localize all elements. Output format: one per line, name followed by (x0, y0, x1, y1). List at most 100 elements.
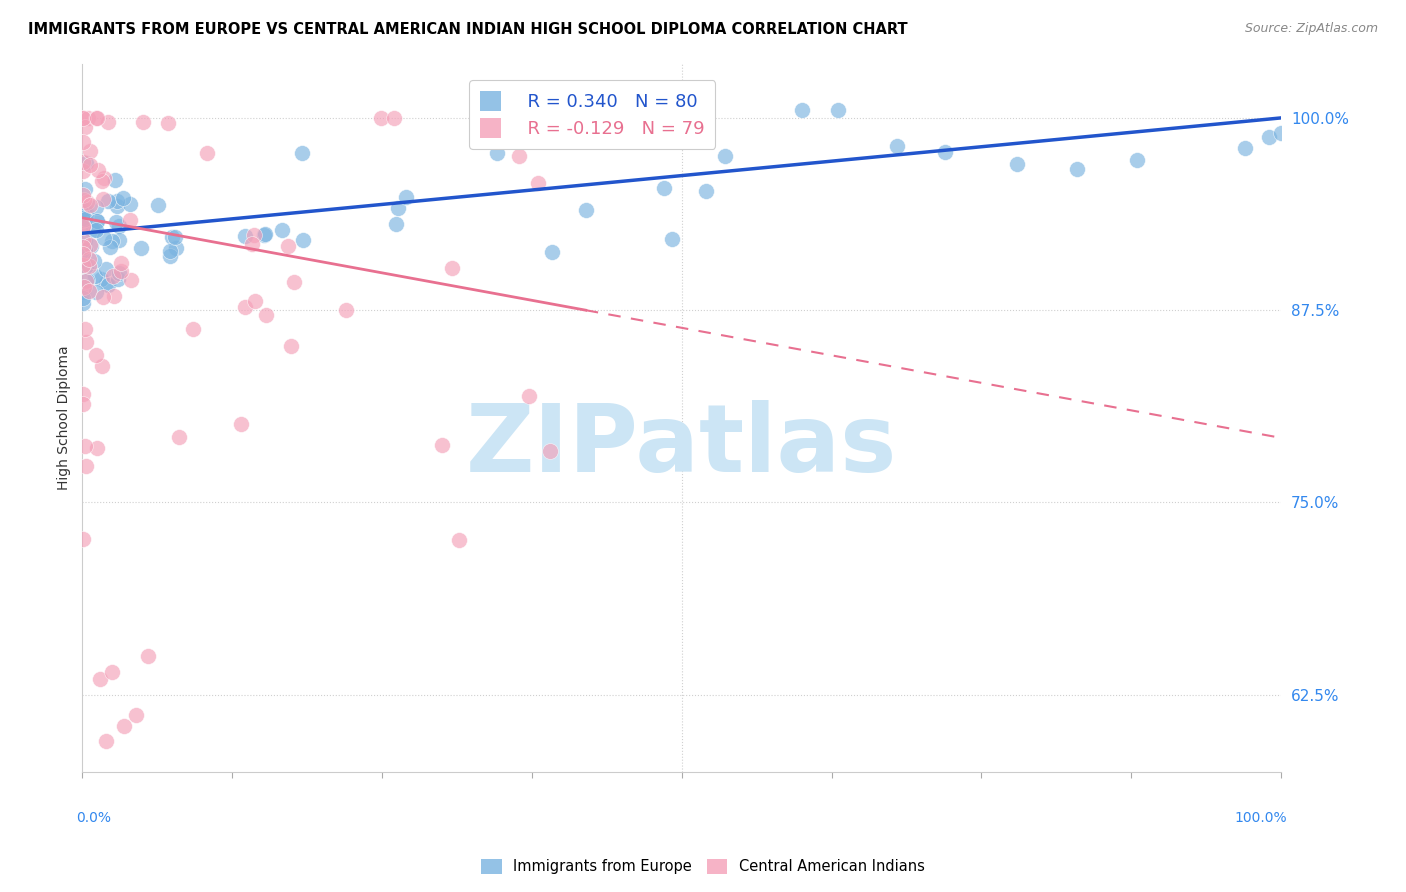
Point (72, 533, 94, 547)
Point (1066, 162, 1088, 177)
Point (167, 430, 190, 444)
Point (83, 254, 105, 268)
Point (110, 264, 132, 278)
Point (72, 213, 94, 227)
Point (76, 194, 98, 209)
Point (75, 156, 97, 170)
Point (72, 233, 94, 247)
Point (370, 111, 392, 125)
Point (527, 177, 550, 191)
Point (112, 718, 135, 732)
Point (486, 145, 509, 160)
Point (75, 206, 97, 220)
Point (96, 277, 118, 291)
Point (292, 233, 315, 247)
Point (242, 228, 264, 243)
Point (283, 275, 305, 289)
Text: IMMIGRANTS FROM EUROPE VS CENTRAL AMERICAN INDIAN HIGH SCHOOL DIPLOMA CORRELATIO: IMMIGRANTS FROM EUROPE VS CENTRAL AMERIC… (28, 22, 908, 37)
Point (84, 348, 107, 362)
Text: 0.0%: 0.0% (76, 811, 111, 824)
Point (72, 220, 94, 235)
Point (934, 145, 956, 159)
Point (72, 111, 94, 125)
Point (79, 197, 101, 211)
Point (1126, 153, 1149, 167)
Point (101, 234, 124, 248)
Point (108, 233, 131, 247)
Point (73, 212, 96, 227)
Point (84, 222, 107, 236)
Point (75, 459, 97, 474)
Point (165, 241, 187, 255)
Point (253, 227, 276, 242)
Point (1258, 129, 1281, 144)
Point (72, 220, 94, 235)
Point (233, 229, 256, 244)
Point (395, 190, 418, 204)
Point (159, 249, 181, 263)
Point (120, 272, 142, 286)
Point (103, 289, 125, 303)
Point (291, 146, 314, 161)
Point (97, 114, 120, 128)
Point (86, 111, 108, 125)
Point (82, 222, 104, 236)
Point (72, 164, 94, 178)
Point (93, 290, 115, 304)
Point (73, 280, 96, 294)
Point (508, 149, 530, 163)
Point (827, 103, 849, 118)
Point (91, 174, 114, 188)
Point (90, 359, 112, 374)
Point (382, 111, 405, 125)
Point (125, 707, 148, 722)
Point (93, 171, 115, 186)
Point (98, 240, 121, 254)
Point (540, 245, 562, 260)
Text: Source: ZipAtlas.com: Source: ZipAtlas.com (1244, 22, 1378, 36)
Point (86, 441, 108, 455)
Point (101, 268, 124, 283)
Point (440, 260, 463, 275)
Point (73, 120, 96, 134)
Point (73, 243, 96, 257)
Point (73, 233, 96, 247)
Point (277, 238, 299, 252)
Y-axis label: High School Diploma: High School Diploma (58, 345, 72, 491)
Point (77, 259, 100, 273)
Point (652, 181, 675, 195)
Point (385, 217, 408, 231)
Point (97, 194, 120, 208)
Point (72, 285, 94, 300)
Point (430, 438, 453, 452)
Point (146, 198, 169, 212)
Point (79, 158, 101, 172)
Point (104, 173, 127, 187)
Point (1270, 126, 1292, 140)
Point (195, 145, 218, 160)
Point (240, 236, 263, 251)
Point (280, 338, 302, 352)
Legend:   R = 0.340   N = 80,   R = -0.129   N = 79: R = 0.340 N = 80, R = -0.129 N = 79 (470, 80, 716, 149)
Point (233, 300, 256, 314)
Point (73, 439, 96, 453)
Text: ZIPatlas: ZIPatlas (465, 401, 897, 492)
Point (132, 115, 155, 129)
Point (105, 215, 128, 229)
Point (72, 291, 94, 305)
Point (111, 191, 134, 205)
Point (77, 111, 100, 125)
Point (77, 284, 100, 298)
Point (661, 232, 683, 246)
Point (72, 240, 94, 254)
Point (73, 239, 96, 253)
Point (90, 272, 112, 286)
Point (79, 239, 101, 253)
Point (75, 210, 97, 224)
Point (89, 673, 111, 687)
Point (105, 199, 128, 213)
Point (231, 417, 253, 432)
Point (159, 244, 181, 259)
Point (1007, 157, 1029, 171)
Point (79, 238, 101, 252)
